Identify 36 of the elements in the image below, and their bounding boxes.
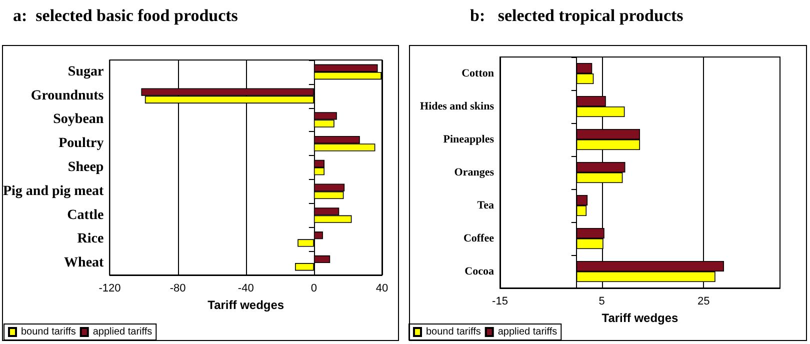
x-tick-label: 5	[598, 296, 605, 308]
y-tick-label: Sheep	[68, 160, 104, 175]
bar	[314, 255, 330, 264]
legend-label: applied tariffs	[498, 326, 558, 338]
x-tick-label: 40	[376, 282, 388, 294]
x-tick-label: -120	[98, 282, 121, 294]
x-tick-label: -15	[492, 296, 508, 308]
y-tick-label: Tea	[477, 200, 494, 212]
chart-title: b: selected tropical products	[470, 6, 684, 25]
y-tick-label: Cocoa	[464, 266, 494, 278]
y-tick-label: Sugar	[68, 64, 104, 80]
y-tick-label: Pineapples	[443, 134, 495, 146]
bar	[314, 232, 323, 240]
x-tick-label: -80	[170, 282, 186, 294]
legend-label: bound tariffs	[426, 326, 481, 338]
y-tick-label: Groundnuts	[30, 88, 104, 104]
y-tick-label: Oranges	[454, 166, 495, 178]
y-tick-label: Coffee	[463, 232, 494, 244]
legend-label: applied tariffs	[92, 326, 152, 338]
y-tick-label: Hides and skins	[420, 100, 495, 112]
x-tick-label: -40	[238, 282, 254, 294]
legend-label: bound tariffs	[21, 326, 76, 338]
y-tick-label: Cotton	[462, 68, 494, 80]
chart-title: a: selected basic food products	[13, 6, 238, 25]
y-tick-label: Poultry	[58, 136, 104, 152]
x-axis-title: Tariff wedges	[208, 298, 284, 312]
y-tick-label: Rice	[77, 232, 104, 247]
x-tick-label: 25	[698, 296, 710, 308]
y-tick-label: Pig and pig meat	[2, 184, 104, 199]
x-axis-title: Tariff wedges	[602, 310, 679, 325]
bar	[295, 263, 314, 271]
y-tick-label: Wheat	[64, 256, 104, 271]
x-tick-label: 0	[310, 282, 317, 294]
y-tick-label: Cattle	[67, 208, 104, 223]
y-tick-label: Soybean	[53, 112, 104, 128]
bar	[298, 239, 314, 247]
